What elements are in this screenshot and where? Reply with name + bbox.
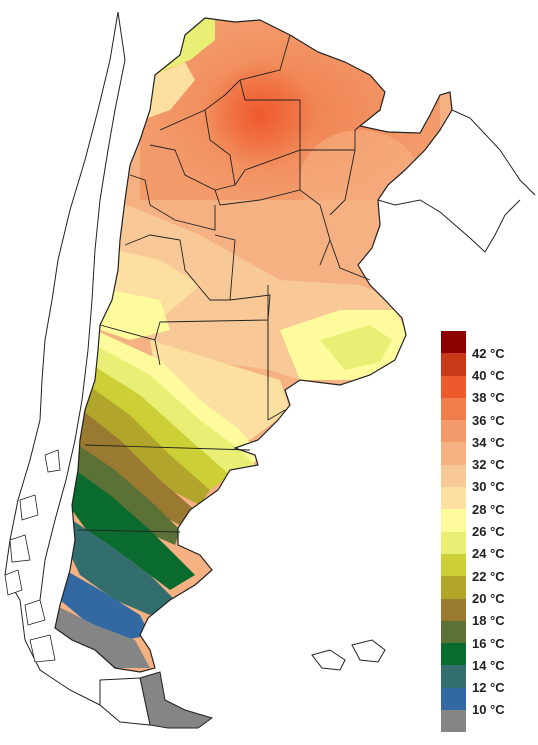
province-boundaries [77,34,381,533]
legend-swatch [441,509,466,532]
legend-label: 26 °C [472,524,505,540]
legend-label: 42 °C [472,345,505,361]
legend-swatch [441,710,466,733]
legend-row: 14 °C [441,643,531,673]
legend-row: 30 °C [441,464,531,494]
legend-row [441,710,531,733]
legend-row: 40 °C [441,353,531,383]
legend-swatch [441,553,466,577]
uruguay-border-line [377,199,521,253]
legend-row: 10 °C [441,687,531,717]
chile-border-line [4,11,131,721]
legend-swatch [441,397,466,421]
legend-swatch [441,576,466,599]
chile-fuego-outline [99,677,151,726]
legend-row: 18 °C [441,598,531,628]
legend-row: 20 °C [441,576,531,606]
legend-swatch [441,687,466,711]
legend-swatch [441,487,466,510]
temperature-legend: 42 °C 40 °C 38 °C 36 °C 34 °C 32 °C 30 °C 28 °C… [441,331,531,733]
legend-label: 14 °C [472,657,505,673]
legend-row: 26 °C [441,509,531,539]
legend-label: 36 °C [472,412,505,428]
legend-row: 36 °C [441,397,531,428]
legend-row: 24 °C [441,531,531,561]
legend-label: 20 °C [472,590,505,606]
legend-swatch [441,420,466,443]
chile-archipelago [4,449,61,663]
legend-label: 30 °C [472,479,505,495]
malvinas-islands [311,639,386,671]
legend-swatch [441,331,466,354]
legend-swatch [441,353,466,376]
legend-label: 22 °C [472,568,505,584]
legend-label: 18 °C [472,613,505,629]
legend-row: 42 °C [441,331,531,361]
legend-swatch [441,375,466,398]
tierra-del-fuego [139,671,214,729]
legend-row: 38 °C [441,375,531,405]
brazil-border-line [451,109,536,196]
coast-line [39,11,126,601]
legend-swatch [441,531,466,554]
legend-label: 10 °C [472,702,505,718]
legend-swatch [441,643,466,666]
legend-swatch [441,665,466,688]
legend-row: 12 °C [441,665,531,695]
legend-swatch [441,442,466,465]
legend-label: 40 °C [472,367,505,383]
legend-label: 38 °C [472,390,505,406]
legend-row: 34 °C [441,420,531,450]
legend-label: 34 °C [472,434,505,450]
legend-row: 22 °C [441,553,531,584]
legend-row: 28 °C [441,487,531,517]
legend-label: 32 °C [472,457,505,473]
legend-label: 12 °C [472,680,505,696]
legend-label: 28 °C [472,501,505,517]
legend-row: 32 °C [441,442,531,472]
legend-swatch [441,464,466,488]
legend-label: 16 °C [472,635,505,651]
legend-swatch [441,598,466,621]
legend-swatch [441,620,466,644]
legend-row: 16 °C [441,620,531,651]
legend-label: 24 °C [472,546,505,562]
